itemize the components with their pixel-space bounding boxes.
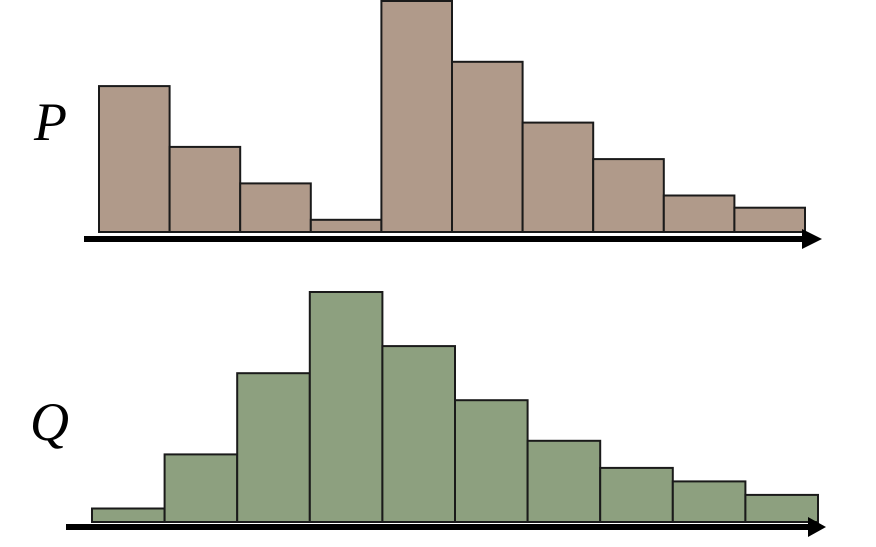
bar-p-7 [521, 121, 595, 233]
bar-p-6 [451, 60, 524, 233]
bar-q-8 [599, 466, 674, 523]
bar-q-10 [744, 493, 820, 523]
histogram-q: Q [30, 291, 826, 537]
histogram-p: P [33, 0, 822, 249]
bar-p-10 [733, 206, 807, 233]
bar-q-3 [236, 372, 311, 524]
label-p: P [33, 92, 67, 152]
bar-q-7 [526, 439, 602, 523]
bar-q-6 [454, 399, 529, 524]
bar-p-8 [592, 158, 665, 234]
x-axis-arrow-p [84, 229, 822, 249]
bars-p [98, 0, 807, 234]
bar-q-1 [91, 507, 166, 523]
bars-q [91, 291, 820, 524]
bar-q-4 [308, 291, 384, 523]
x-axis-arrow-q [66, 517, 826, 537]
bar-p-9 [662, 194, 736, 233]
bar-p-3 [239, 182, 312, 233]
label-q: Q [30, 392, 69, 452]
bar-q-2 [163, 453, 239, 523]
bar-q-9 [671, 480, 747, 523]
bar-p-1 [98, 85, 171, 233]
bar-p-5 [380, 0, 453, 233]
bar-q-5 [381, 345, 456, 523]
bar-p-4 [309, 218, 383, 234]
bar-p-2 [168, 145, 242, 233]
